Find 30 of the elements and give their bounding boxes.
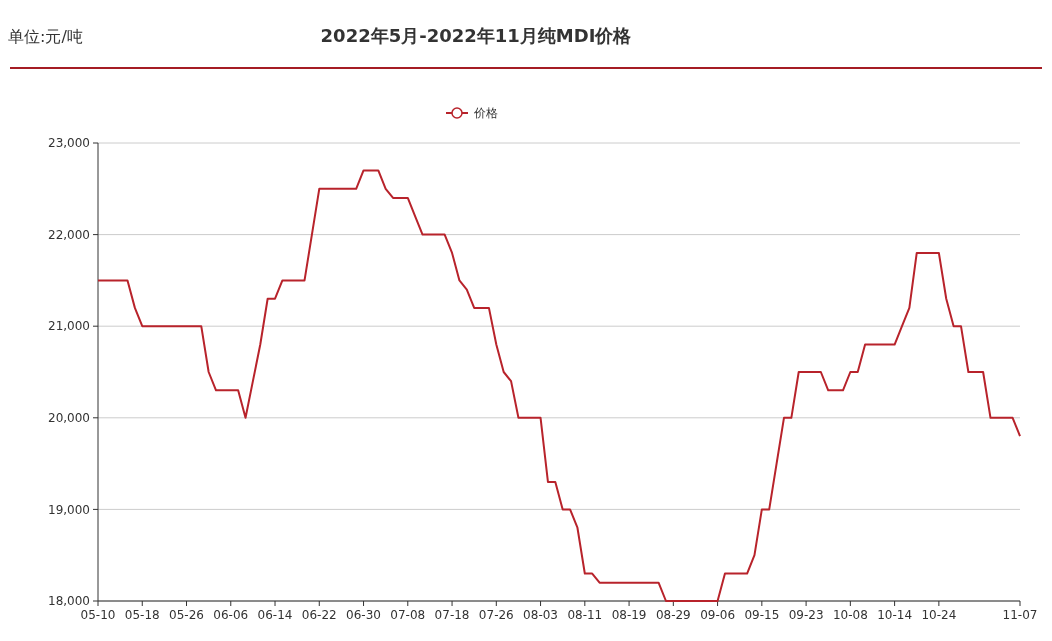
x-tick-label: 08-11 <box>567 608 603 622</box>
x-tick-label: 06-14 <box>257 608 293 622</box>
x-tick-label: 09-23 <box>788 608 824 622</box>
y-tick-label: 23,000 <box>48 136 90 151</box>
x-tick-label: 08-03 <box>523 608 558 622</box>
x-tick-label: 05-18 <box>124 608 160 622</box>
chart-title: 2022年5月-2022年11月纯MDI价格 <box>320 25 633 46</box>
y-tick-label: 20,000 <box>48 411 90 425</box>
x-tick-label: 09-06 <box>700 608 736 622</box>
text: 单位:元/吨 <box>8 27 83 46</box>
legend-label: 价格 <box>473 106 498 121</box>
x-tick-label: 06-06 <box>213 608 249 622</box>
y-tick-label: 18,000 <box>48 594 90 609</box>
x-tick-label: 10-08 <box>832 608 868 622</box>
y-tick-label: 19,000 <box>48 502 90 517</box>
x-tick-label: 05-10 <box>80 608 116 622</box>
y-tick-label: 22,000 <box>48 227 90 242</box>
x-tick-label: 08-29 <box>655 608 691 622</box>
x-tick-label: 07-26 <box>478 608 514 622</box>
y-tick-label: 21,000 <box>48 319 90 334</box>
x-tick-label: 09-15 <box>744 608 780 622</box>
x-tick-label: 07-18 <box>434 608 470 622</box>
x-tick-label: 07-08 <box>390 608 426 622</box>
x-tick-label: 08-19 <box>611 608 647 622</box>
x-tick-label: 10-24 <box>921 608 957 622</box>
x-tick-label: 10-14 <box>877 608 913 622</box>
x-tick-label: 11-07 <box>1002 608 1038 622</box>
x-tick-label: 05-26 <box>169 608 204 622</box>
x-tick-label: 06-22 <box>301 608 337 622</box>
x-tick-label: 06-30 <box>346 608 381 622</box>
